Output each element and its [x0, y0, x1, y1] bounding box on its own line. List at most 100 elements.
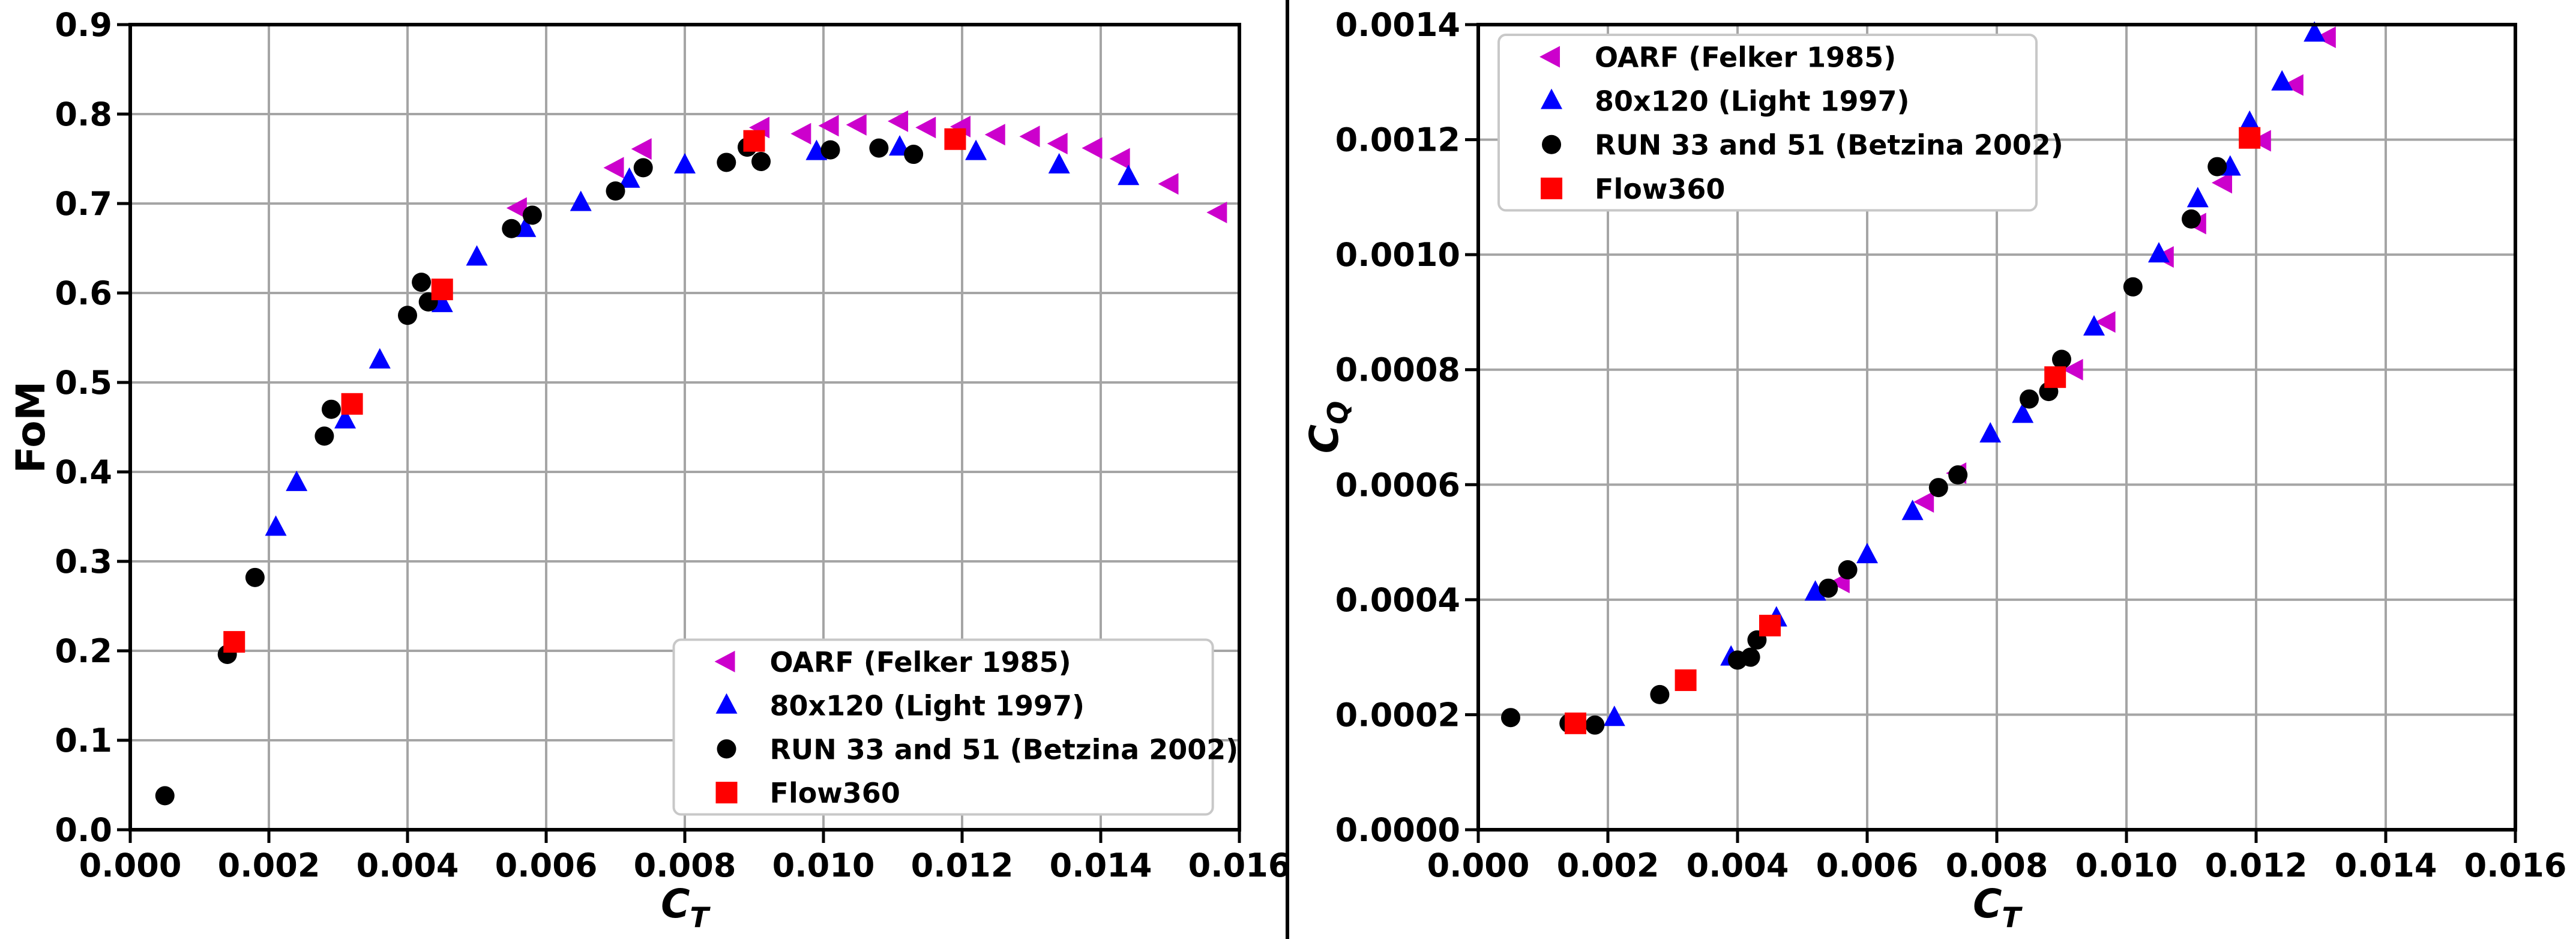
circle-marker	[869, 138, 889, 158]
tick-marks	[117, 23, 1241, 843]
x-tick-label: 0.012	[911, 847, 1014, 884]
legend-box	[1497, 34, 2038, 212]
square-marker	[1541, 177, 1563, 199]
x-tick-label: 0.010	[772, 847, 875, 884]
legend-label: 80x120 (Light 1997)	[1595, 85, 1910, 118]
y-tick-label: 0.4	[55, 453, 112, 491]
triangle-left-marker	[790, 122, 811, 145]
x-tick-label: 0.002	[1557, 847, 1660, 884]
cq-vs-ct: 0.000 0.002 0.004 0.006 0.008 0.010 0.012 0.014…	[1301, 6, 2566, 934]
circle-marker	[398, 306, 417, 325]
y-tick-label: 0.9	[55, 6, 112, 44]
tick-labels: 0.000 0.002 0.004 0.006 0.008 0.010 0.012 0.014…	[55, 6, 1290, 884]
square-marker	[715, 782, 738, 804]
triangle-left-marker	[2212, 172, 2232, 194]
triangle-up-marker	[2186, 187, 2209, 208]
y-tick-label: 0.0002	[1335, 696, 1460, 734]
circle-marker	[820, 140, 840, 160]
triangle-left-marker	[2062, 358, 2083, 381]
square-marker	[1675, 669, 1697, 691]
triangle-up-marker	[1901, 500, 1924, 521]
triangle-left-marker	[1019, 125, 1040, 148]
circle-marker	[2207, 157, 2227, 177]
square-marker	[2044, 366, 2066, 388]
triangle-up-marker	[369, 348, 391, 369]
triangle-up-marker	[2012, 402, 2034, 423]
triangle-up-marker	[1804, 580, 1826, 601]
y-tick-label: 0.6	[55, 274, 112, 312]
triangle-up-marker	[1118, 165, 1140, 186]
triangle-left-marker	[984, 124, 1005, 146]
legend: OARF (Felker 1985) 80x120 (Light 1997) RUN…	[672, 638, 1239, 816]
y-tick-label: 0.5	[55, 364, 112, 402]
triangle-left-marker	[631, 138, 652, 160]
circle-marker	[2182, 209, 2201, 229]
series-0	[506, 110, 1227, 223]
axis-labels: CT CQ	[1301, 401, 2023, 934]
x-tick-label: 0.014	[1050, 847, 1152, 884]
triangle-left-marker	[888, 110, 909, 132]
y-tick-label: 0.0012	[1335, 121, 1460, 159]
y-tick-label: 0.2	[55, 632, 112, 670]
legend-label: RUN 33 and 51 (Betzina 2002)	[770, 733, 1239, 765]
square-marker	[944, 128, 966, 150]
triangle-up-marker	[1603, 705, 1625, 726]
x-tick-label: 0.000	[79, 847, 182, 884]
circle-marker	[1501, 708, 1520, 728]
legend-label: OARF (Felker 1985)	[1595, 41, 1896, 74]
circle-marker	[321, 399, 341, 419]
circle-marker	[904, 145, 924, 165]
triangle-up-marker	[2271, 70, 2293, 91]
series-3	[1565, 127, 2261, 734]
x-tick-label: 0.016	[2464, 847, 2567, 884]
triangle-left-marker	[1158, 173, 1179, 195]
triangle-up-marker	[1541, 88, 1563, 109]
circle-marker	[2123, 277, 2143, 297]
circle-marker	[412, 273, 432, 292]
square-marker	[1759, 614, 1781, 636]
triangle-up-marker	[2239, 110, 2261, 131]
circle-marker	[1585, 715, 1605, 735]
circle-marker	[522, 205, 542, 225]
square-marker	[223, 631, 245, 653]
legend-marker	[1539, 46, 1560, 68]
circle-marker	[1650, 684, 1670, 704]
legend-marker	[1541, 177, 1563, 199]
circle-marker	[314, 426, 334, 446]
legend-box	[672, 638, 1214, 816]
triangle-up-marker	[1979, 421, 2002, 442]
square-marker	[743, 130, 765, 152]
triangle-left-marker	[1109, 148, 1130, 170]
y-tick-label: 0.0	[55, 811, 112, 849]
square-marker	[431, 279, 453, 301]
circle-marker	[1819, 578, 1838, 598]
circle-marker	[502, 219, 522, 238]
triangle-left-marker	[603, 157, 624, 179]
triangle-up-marker	[431, 291, 453, 312]
triangle-left-marker	[818, 115, 839, 137]
legend-label: OARF (Felker 1985)	[770, 646, 1071, 678]
triangle-up-marker	[265, 515, 287, 536]
legend-marker	[714, 650, 735, 672]
y-tick-label: 0.0010	[1335, 236, 1460, 274]
x-tick-label: 0.002	[218, 847, 320, 884]
triangle-up-marker	[965, 139, 987, 160]
x-axis-label: CT	[1973, 881, 2023, 934]
x-axis-label: CT	[661, 881, 711, 934]
x-tick-label: 0.016	[1188, 847, 1291, 884]
triangle-up-marker	[1048, 152, 1070, 174]
circle-marker	[1948, 465, 1968, 485]
triangle-up-marker	[570, 190, 592, 211]
triangle-up-marker	[674, 152, 696, 174]
circle-marker	[2020, 389, 2039, 409]
legend-label: 80x120 (Light 1997)	[770, 690, 1085, 722]
y-tick-label: 0.8	[55, 95, 112, 133]
triangle-left-marker	[2250, 130, 2271, 152]
x-tick-label: 0.000	[1427, 847, 1530, 884]
legend-marker	[717, 739, 736, 759]
legend-label: Flow360	[770, 777, 900, 809]
x-tick-label: 0.012	[2205, 847, 2308, 884]
y-tick-label: 0.0004	[1335, 581, 1460, 619]
circle-marker	[155, 786, 175, 806]
